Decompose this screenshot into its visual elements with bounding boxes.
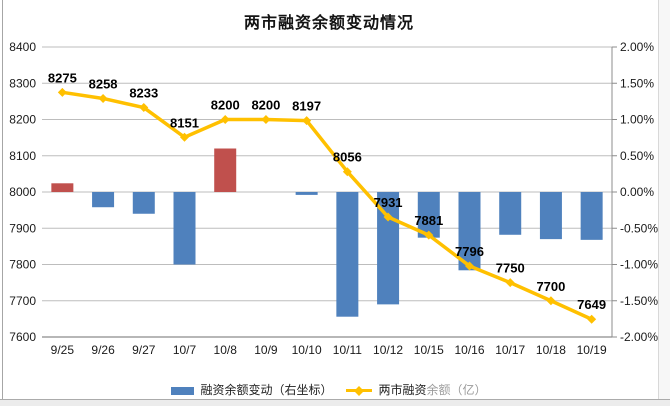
line-data-label: 7931 <box>374 195 403 210</box>
bar-negative <box>173 192 196 265</box>
left-axis-tick-label: 7800 <box>9 258 36 272</box>
line-marker-diamond-icon <box>383 212 393 222</box>
legend-diamond-marker-icon <box>354 385 365 396</box>
line-marker-diamond-icon <box>465 261 474 271</box>
bar-positive <box>51 183 74 192</box>
bar-positive <box>214 148 237 192</box>
bar-negative <box>458 192 481 271</box>
right-axis-tick-label: 2.00% <box>620 40 654 54</box>
x-axis-category-label: 10/8 <box>214 343 238 357</box>
frame-left-border <box>2 0 3 399</box>
line-series <box>60 90 594 321</box>
frame-right-margin <box>659 0 670 399</box>
line-marker-diamond-icon <box>546 296 556 306</box>
line-marker-diamond-icon <box>587 314 597 324</box>
frame-right-border <box>658 0 659 399</box>
right-axis-tick-label: 1.50% <box>620 76 654 90</box>
right-axis-tick-label: 0.00% <box>620 185 654 199</box>
left-axis-tick-label: 8100 <box>9 149 36 163</box>
line-data-label: 8197 <box>292 99 321 114</box>
line-data-label: 8233 <box>129 86 158 101</box>
legend-line-swatch-icon <box>346 385 373 396</box>
line-marker-diamond-icon <box>139 103 149 113</box>
right-axis-tick-label: -2.00% <box>620 330 658 344</box>
x-axis-category-label: 9/25 <box>51 343 75 357</box>
bar-negative <box>539 192 562 240</box>
x-axis-category-label: 10/10 <box>292 343 322 357</box>
chart-title: 两市融资余额变动情况 <box>243 15 414 32</box>
line-marker-diamond-icon <box>302 116 312 126</box>
x-axis-category-label: 9/26 <box>91 343 115 357</box>
x-axis-category-label: 10/19 <box>577 343 607 357</box>
bar-negative <box>132 192 155 214</box>
line-marker-diamond-icon <box>505 278 515 288</box>
line-data-label: 8258 <box>89 76 118 91</box>
left-axis-tick-label: 8000 <box>9 185 36 199</box>
legend-line-label-part1: 两市融资 <box>378 383 427 397</box>
x-axis-category-label: 10/11 <box>333 343 362 357</box>
x-axis-category-label: 10/9 <box>254 343 278 357</box>
right-axis-tick-label: -1.00% <box>620 258 658 272</box>
line-marker-diamond-icon <box>180 132 189 142</box>
left-axis-tick-label: 8300 <box>9 76 36 90</box>
line-data-label: 7881 <box>414 213 443 228</box>
line-marker-diamond-icon <box>57 87 67 97</box>
bar-negative <box>92 192 115 208</box>
line-data-label: 7700 <box>536 279 565 294</box>
chart-legend: 融资余额变动（右坐标） 两市融资余额（亿） <box>0 383 658 398</box>
line-marker-diamond-icon <box>220 115 230 124</box>
line-data-label: 7796 <box>455 244 484 259</box>
left-axis-tick-label: 8400 <box>9 40 36 54</box>
x-axis-category-label: 10/12 <box>373 343 403 357</box>
left-axis-tick-label: 7700 <box>9 294 36 308</box>
line-data-label: 8151 <box>170 115 199 130</box>
line-data-label: 8200 <box>251 98 280 113</box>
line-data-label: 7649 <box>577 297 606 312</box>
bar-negative <box>580 192 603 240</box>
x-axis-category-label: 10/17 <box>495 343 525 357</box>
bar-negative <box>499 192 522 235</box>
x-axis-category-label: 10/18 <box>536 343 566 357</box>
bar-negative <box>295 192 318 195</box>
bar-negative <box>417 192 440 238</box>
legend-bar-swatch-icon <box>171 386 195 395</box>
frame-bottom-strip <box>0 399 670 406</box>
left-axis-tick-label: 8200 <box>9 113 36 127</box>
x-axis-category-label: 9/27 <box>132 343 156 357</box>
legend-line-label: 两市融资余额（亿） <box>378 383 486 398</box>
line-data-label: 8200 <box>211 98 240 113</box>
right-axis-tick-label: 0.50% <box>620 149 654 163</box>
bar-negative <box>336 192 359 317</box>
line-marker-diamond-icon <box>342 167 352 177</box>
legend-line-label-part2: 余额（亿） <box>426 383 487 397</box>
line-marker-diamond-icon <box>261 115 271 124</box>
line-marker-diamond-icon <box>424 230 434 240</box>
x-axis-category-label: 10/16 <box>454 343 484 357</box>
left-axis-tick-label: 7900 <box>9 221 36 235</box>
right-axis-tick-label: -1.50% <box>620 294 658 308</box>
right-axis-tick-label: -0.50% <box>620 221 658 235</box>
x-axis-category-label: 10/7 <box>173 343 197 357</box>
line-data-label: 7750 <box>496 261 525 276</box>
line-data-label: 8275 <box>48 70 77 85</box>
legend-bar-label: 融资余额变动（右坐标） <box>200 383 333 397</box>
line-data-label: 8056 <box>333 150 362 165</box>
line-marker-diamond-icon <box>98 93 108 103</box>
x-axis-category-label: 10/15 <box>414 343 444 357</box>
chart-plot-area: 8400 8300 8200 8100 8000 7900 7800 7700 7600 2.00… <box>9 40 658 357</box>
right-axis-tick-label: 1.00% <box>620 113 654 127</box>
left-axis-tick-label: 7600 <box>9 330 36 344</box>
